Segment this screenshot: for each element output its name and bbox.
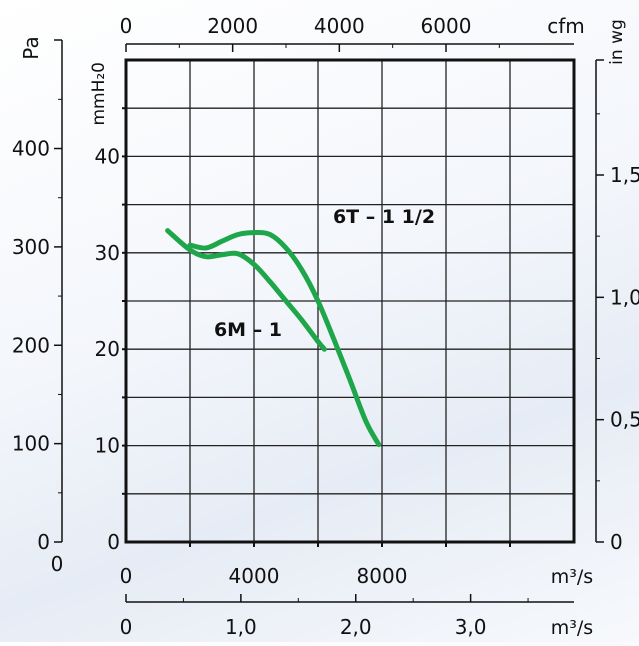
pa-tick-label-4: 400 — [12, 137, 50, 161]
m3h-tick-label-0: 0 — [120, 564, 133, 588]
series-curve-0 — [165, 228, 327, 352]
series-label-1: 6T – 1 1/2 — [333, 206, 435, 228]
m3s-tick-label-3: 3,0 — [455, 615, 487, 639]
pa-axis-label: Pa — [19, 36, 43, 59]
mmh2o-tick-label-3: 30 — [95, 241, 120, 265]
inwg-tick-label-0: 0 — [610, 530, 623, 554]
inwg-axis-label: in wg — [607, 19, 627, 65]
m3s-tick-label-2: 2,0 — [340, 615, 372, 639]
pa-tick-label-0: 0 — [37, 530, 50, 554]
mmh2o-tick-label-4: 40 — [95, 144, 120, 168]
cfm-tick-label-3: 6000 — [421, 14, 472, 38]
inwg-tick-label-3: 1,5 — [610, 163, 639, 187]
mmh2o-tick-label-0: 0 — [107, 530, 120, 554]
series-label-0: 6M – 1 — [214, 319, 282, 341]
m3h-tick-label-1: 4000 — [229, 564, 280, 588]
m3s-tick-label-0: 0 — [120, 615, 133, 639]
m3s-tick-label-1: 1,0 — [225, 615, 257, 639]
cfm-tick-label-2: 4000 — [314, 14, 365, 38]
pa-tick-label-3: 300 — [12, 235, 50, 259]
series-curve-1 — [187, 230, 382, 448]
m3h-axis-label: m³/s — [551, 566, 593, 588]
pa-tick-label-1: 100 — [12, 432, 50, 456]
cfm-tick-label-1: 2000 — [207, 14, 258, 38]
inwg-tick-label-2: 1,0 — [610, 285, 639, 309]
mmh2o-tick-label-1: 10 — [95, 434, 120, 458]
pa-tick-label-2: 200 — [12, 333, 50, 357]
m3s-axis-label: m³/s — [551, 617, 593, 639]
cfm-axis-label: cfm — [547, 14, 585, 38]
mmh2o-axis-label: mmH₂0 — [89, 62, 109, 126]
corner-zero-label: 0 — [51, 552, 64, 576]
cfm-tick-label-0: 0 — [120, 14, 133, 38]
inwg-tick-label-1: 0,5 — [610, 408, 639, 432]
mmh2o-tick-label-2: 20 — [95, 337, 120, 361]
m3h-tick-label-2: 8000 — [357, 564, 408, 588]
